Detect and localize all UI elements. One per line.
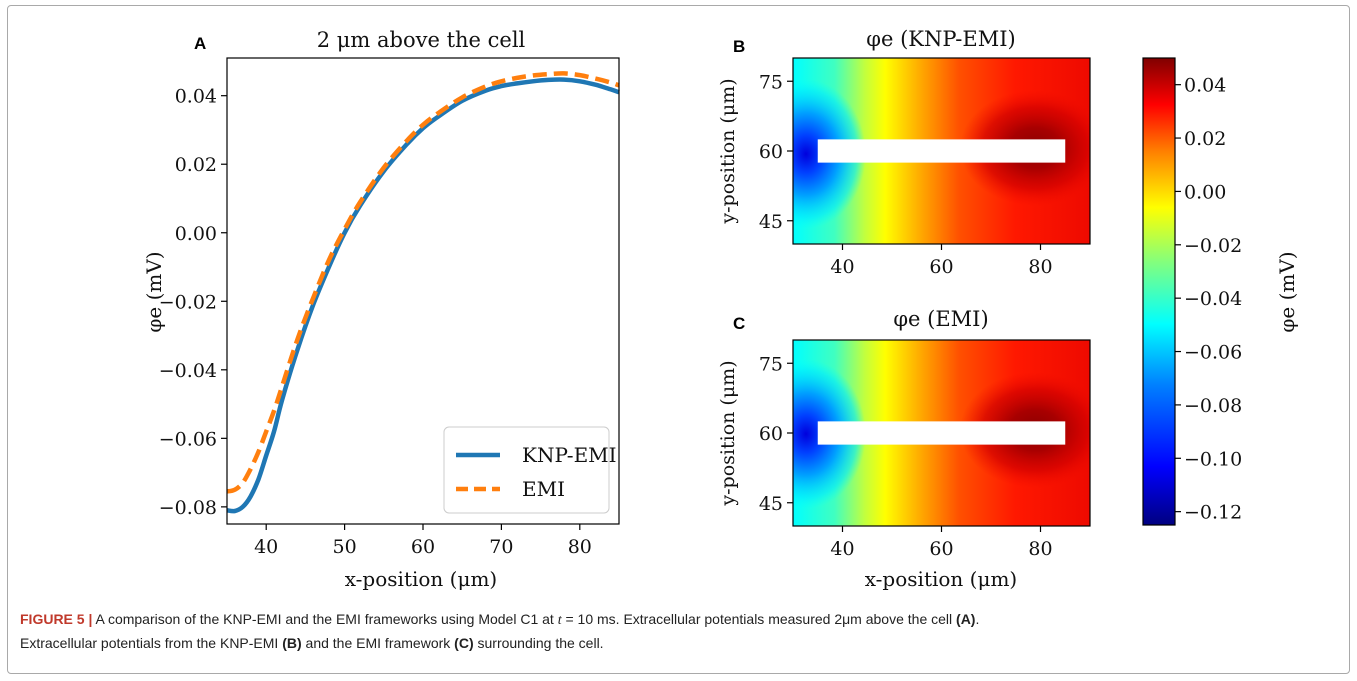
- heatmap-panel-b: B φe (KNP-EMI) 45 60 75 40 60 80 y-position (…: [717, 27, 1091, 278]
- figure-canvas: A 2 μm above the cell 0.04 0.02 0.00 −0.02 −…: [142, 27, 1299, 591]
- caption-text-1c: .: [975, 611, 980, 627]
- caption-text-2b: and the EMI framework: [301, 635, 455, 651]
- heatmap-x-tick-label: 40: [830, 538, 854, 560]
- chart-a-y-tick-label: 0.00: [175, 223, 217, 245]
- colorbar-tick-label: −0.04: [1184, 288, 1242, 310]
- legend-label-knp: KNP-EMI: [522, 443, 617, 467]
- heatmap-x-tick-label: 40: [830, 256, 854, 278]
- chart-c-ticks: 45 60 75 40 60 80: [759, 353, 1053, 560]
- chart-a-x-tick-label: 60: [411, 536, 435, 558]
- chart-a-x-tick-label: 70: [489, 536, 513, 558]
- chart-a-x-label: x-position (μm): [345, 567, 497, 591]
- heatmap-x-tick-label: 60: [929, 538, 953, 560]
- heatmap-y-tick-label: 75: [759, 71, 783, 93]
- chart-a-title: 2 μm above the cell: [317, 28, 526, 52]
- heatmap-x-tick-label: 60: [929, 256, 953, 278]
- figure-caption: FIGURE 5 | A comparison of the KNP-EMI a…: [20, 608, 1340, 654]
- colorbar-tick-label: −0.08: [1184, 395, 1242, 417]
- figure-frame: [7, 5, 1350, 674]
- colorbar-tick-label: −0.10: [1184, 448, 1242, 470]
- chart-a-x-tick-label: 80: [568, 536, 592, 558]
- caption-line-1: FIGURE 5 | A comparison of the KNP-EMI a…: [20, 608, 1340, 632]
- chart-a-y-tick-label: 0.04: [175, 86, 217, 108]
- caption-text-2c: surrounding the cell.: [473, 635, 604, 651]
- heatmap-y-tick-label: 45: [759, 211, 783, 233]
- chart-a-x-tick-label: 50: [333, 536, 357, 558]
- chart-a-y-tick-label: −0.04: [159, 360, 217, 382]
- colorbar-tick-label: −0.12: [1184, 502, 1242, 524]
- caption-text-2a: Extracellular potentials from the KNP-EM…: [20, 635, 283, 651]
- heatmap-y-tick-label: 60: [759, 141, 783, 163]
- colorbar-tick-label: 0.00: [1184, 181, 1226, 203]
- panel-letter-b: B: [733, 37, 745, 56]
- colorbar-tick-label: 0.04: [1184, 75, 1226, 97]
- line-chart-panel-a: A 2 μm above the cell 0.04 0.02 0.00 −0.02 −…: [142, 28, 620, 591]
- chart-a-x-tick-label: 40: [254, 536, 278, 558]
- caption-ref-a: (A): [956, 611, 976, 627]
- chart-b-title: φe (KNP-EMI): [866, 27, 1015, 51]
- chart-a-series: [226, 71, 620, 514]
- colorbar-tick-label: −0.02: [1184, 235, 1242, 257]
- chart-a-y-ticks: 0.04 0.02 0.00 −0.02 −0.04 −0.06 −0.08: [159, 86, 227, 519]
- colorbar-tick-label: −0.06: [1184, 342, 1242, 364]
- caption-line-2: Extracellular potentials from the KNP-EM…: [20, 632, 1340, 654]
- chart-a-y-tick-label: −0.06: [159, 428, 217, 450]
- colorbar: 0.04 0.02 0.00 −0.02 −0.04 −0.06 −0.08 −0.10 −0.…: [1142, 57, 1299, 526]
- chart-c-cell-rect: [817, 421, 1066, 445]
- chart-a-line-emi: [226, 71, 620, 494]
- chart-a-x-ticks: 40 50 60 70 80: [254, 524, 592, 558]
- heatmap-x-tick-label: 80: [1028, 538, 1052, 560]
- chart-a-y-tick-label: −0.02: [159, 291, 217, 313]
- chart-a-legend: KNP-EMI EMI: [443, 426, 617, 514]
- panel-letter-c: C: [733, 314, 745, 333]
- caption-ref-c: (C): [454, 635, 474, 651]
- chart-b-y-label: y-position (μm): [717, 78, 739, 224]
- heatmap-y-tick-label: 75: [759, 353, 783, 375]
- colorbar-frame: [1142, 57, 1176, 526]
- colorbar-ticks: 0.04 0.02 0.00 −0.02 −0.04 −0.06 −0.08 −0.10 −0.…: [1175, 75, 1242, 524]
- chart-c-x-label: x-position (μm): [865, 567, 1017, 591]
- chart-b-cell-rect: [817, 139, 1066, 163]
- caption-text-1b: = 10 ms. Extracellular potentials measur…: [561, 611, 957, 627]
- chart-a-y-tick-label: −0.08: [159, 497, 217, 519]
- heatmap-x-tick-label: 80: [1028, 256, 1052, 278]
- colorbar-label: φe (mV): [1275, 251, 1299, 332]
- caption-figure-label: FIGURE 5 |: [20, 611, 93, 627]
- colorbar-tick-label: 0.02: [1184, 128, 1226, 150]
- chart-c-y-label: y-position (μm): [717, 360, 739, 506]
- chart-a-axes-frame: [226, 57, 620, 525]
- caption-ref-b: (B): [282, 635, 302, 651]
- heatmap-y-tick-label: 60: [759, 423, 783, 445]
- heatmap-y-tick-label: 45: [759, 493, 783, 515]
- caption-t-variable: t: [557, 613, 562, 628]
- chart-a-y-tick-label: 0.02: [175, 154, 217, 176]
- colorbar-gradient: [1143, 58, 1175, 525]
- caption-text-1a: A comparison of the KNP-EMI and the EMI …: [92, 611, 558, 627]
- legend-label-emi: EMI: [522, 477, 565, 501]
- chart-b-ticks: 45 60 75 40 60 80: [759, 71, 1053, 278]
- panel-letter-a: A: [194, 34, 206, 53]
- chart-c-heatmap-field: [793, 340, 1090, 526]
- chart-a-y-label: φe (mV): [142, 251, 166, 332]
- chart-c-title: φe (EMI): [893, 307, 988, 331]
